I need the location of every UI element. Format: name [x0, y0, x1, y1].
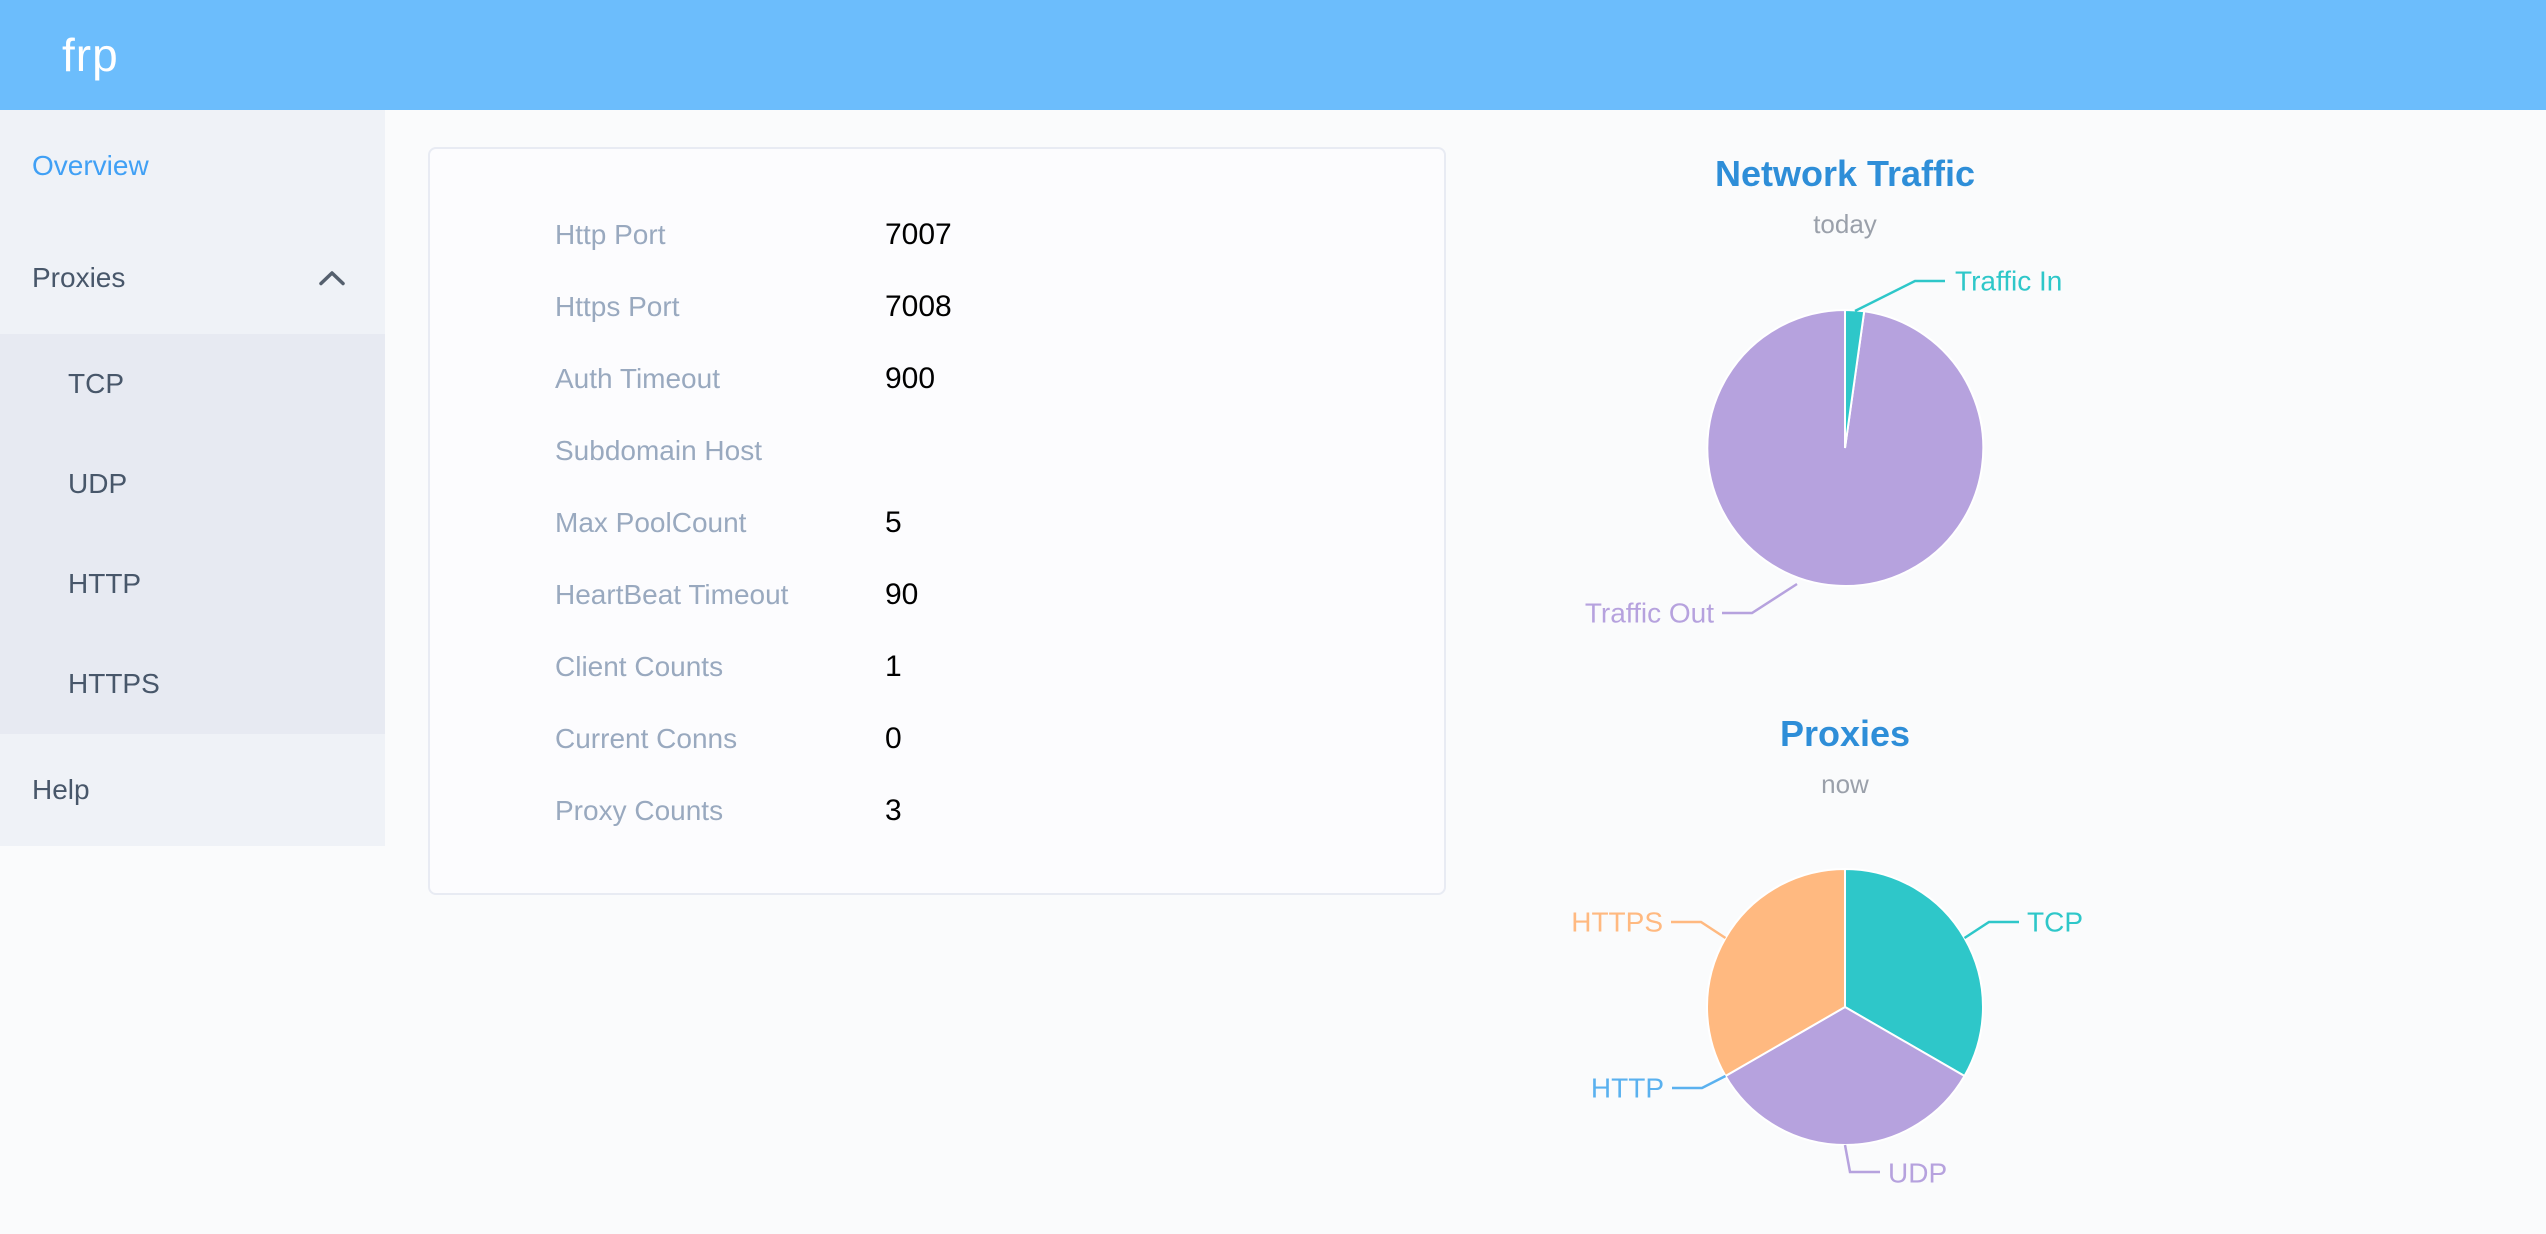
pie-label-http: HTTP: [1591, 1073, 1664, 1104]
label-line-udp: [1843, 1144, 1880, 1174]
pie-label-udp: UDP: [1888, 1158, 1947, 1189]
sidebar-item-http[interactable]: HTTP: [0, 534, 385, 634]
info-row-subdomain-host: Subdomain Host: [430, 415, 1444, 487]
sidebar-item-help[interactable]: Help: [0, 734, 385, 846]
info-row-http-port: Http Port 7007: [430, 199, 1444, 271]
info-row-current-conns: Current Conns 0: [430, 703, 1444, 775]
info-value: 90: [885, 578, 919, 611]
sidebar-item-label: Overview: [32, 150, 149, 181]
info-label: Max PoolCount: [555, 507, 747, 538]
sidebar-item-udp[interactable]: UDP: [0, 434, 385, 534]
server-info-rows: Http Port 7007 Https Port 7008 Auth Time…: [430, 149, 1444, 847]
info-value: 3: [885, 794, 902, 827]
info-label: Client Counts: [555, 651, 724, 682]
network-traffic-pie: Traffic In Traffic Out: [1585, 266, 2063, 629]
pie-label-traffic-in: Traffic In: [1955, 266, 2062, 297]
info-row-auth-timeout: Auth Timeout 900: [430, 343, 1444, 415]
sidebar-menu: Overview Proxies TCP UDP HTTP HTTPS Help: [0, 110, 385, 846]
sidebar-item-overview[interactable]: Overview: [0, 110, 385, 222]
label-line-https: [1671, 920, 1727, 940]
sidebar-item-label: Proxies: [32, 262, 126, 293]
sidebar-item-proxies[interactable]: Proxies: [0, 222, 385, 334]
sidebar-item-https[interactable]: HTTPS: [0, 634, 385, 734]
info-label: Current Conns: [555, 723, 738, 754]
info-label: Http Port: [555, 219, 666, 250]
label-line-http: [1672, 1074, 1727, 1090]
chart-subtitle: today: [1813, 209, 1877, 239]
info-value: 7008: [885, 290, 952, 323]
info-value: 5: [885, 506, 902, 539]
sidebar-item-tcp[interactable]: TCP: [0, 334, 385, 434]
info-label: Subdomain Host: [555, 435, 763, 466]
proxies-pie: TCP HTTPS HTTP UDP: [1571, 867, 2083, 1189]
chevron-up-icon: [319, 271, 345, 286]
info-label: Auth Timeout: [555, 363, 720, 394]
sidebar-item-label: UDP: [68, 468, 128, 499]
info-row-client-counts: Client Counts 1: [430, 631, 1444, 703]
info-value: 1: [885, 650, 902, 683]
sidebar-item-label: TCP: [68, 368, 124, 399]
chart-title: Proxies: [1779, 713, 1911, 754]
server-info-card: Http Port 7007 Https Port 7008 Auth Time…: [428, 147, 1446, 895]
info-row-proxy-counts: Proxy Counts 3: [430, 775, 1444, 847]
info-value: 7007: [885, 218, 952, 251]
label-line-tcp: [1963, 920, 2019, 940]
label-line-traffic-out: [1722, 582, 1798, 615]
sidebar-submenu-proxies: TCP UDP HTTP HTTPS: [0, 334, 385, 734]
pie-label-tcp: TCP: [2027, 907, 2083, 938]
info-row-https-port: Https Port 7008: [430, 271, 1444, 343]
label-line-traffic-in: [1854, 279, 1945, 313]
info-label: Https Port: [555, 291, 680, 322]
info-row-max-poolcount: Max PoolCount 5: [430, 487, 1444, 559]
sidebar-item-label: Help: [32, 774, 90, 805]
info-label: HeartBeat Timeout: [555, 579, 789, 610]
pie-label-traffic-out: Traffic Out: [1585, 598, 1714, 629]
pie-slice-https[interactable]: [1706, 867, 1846, 1078]
pie-slice-tcp[interactable]: [1844, 867, 1984, 1078]
chart-title: Network Traffic: [1714, 153, 1976, 194]
app-header: frp: [0, 0, 2546, 110]
sidebar-item-label: HTTPS: [68, 668, 160, 699]
info-label: Proxy Counts: [555, 795, 724, 826]
info-value: 900: [885, 362, 936, 395]
info-value: 0: [885, 722, 902, 755]
network-traffic-chart: Network Traffic today Traffic In Traffic…: [1446, 110, 2546, 670]
chart-subtitle: now: [1821, 769, 1869, 799]
pie-slice-traffic-in[interactable]: [1844, 308, 1866, 449]
pie-label-https: HTTPS: [1571, 907, 1663, 938]
sidebar: Overview Proxies TCP UDP HTTP HTTPS Help: [0, 110, 385, 846]
app-logo: frp: [62, 29, 119, 81]
sidebar-item-label: HTTP: [68, 568, 142, 599]
proxies-chart: Proxies now TCP HTTPS HTTP UDP: [1446, 670, 2546, 1234]
info-row-heartbeat-timeout: HeartBeat Timeout 90: [430, 559, 1444, 631]
pie-slice-udp[interactable]: [1724, 1005, 1966, 1146]
